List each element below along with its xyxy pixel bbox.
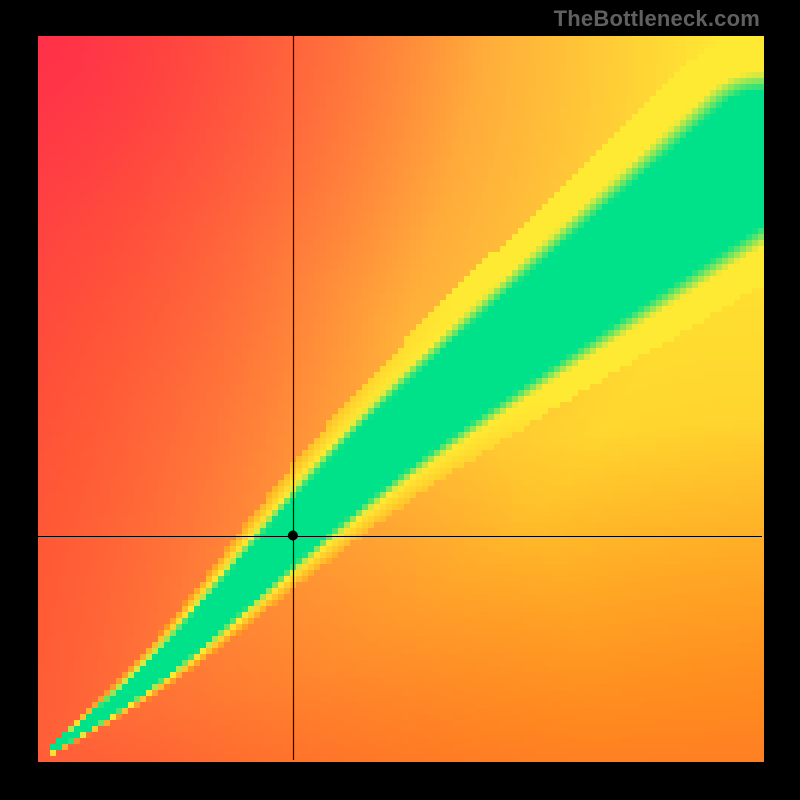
watermark-text: TheBottleneck.com <box>554 6 760 32</box>
chart-container: TheBottleneck.com <box>0 0 800 800</box>
bottleneck-heatmap <box>0 0 800 800</box>
